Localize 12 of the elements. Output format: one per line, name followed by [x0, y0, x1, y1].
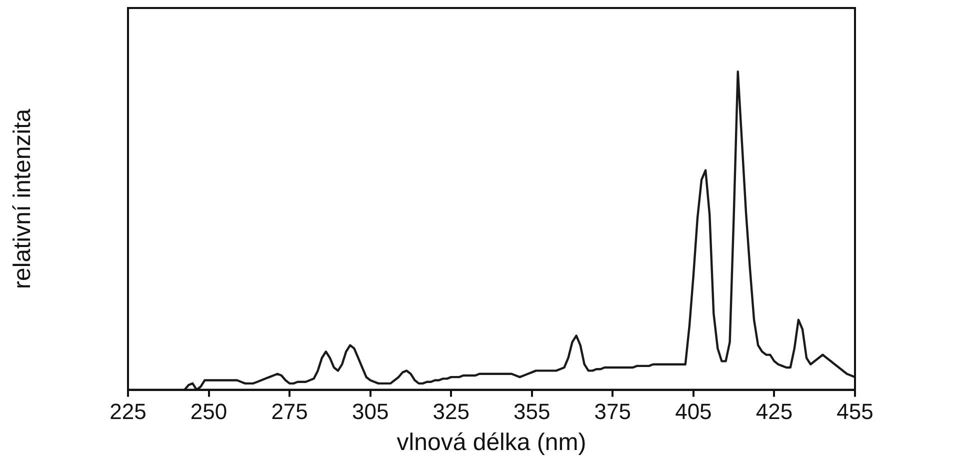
- x-axis-title: vlnová délka (nm): [396, 429, 586, 456]
- x-tick-label: 250: [190, 399, 228, 424]
- x-tick-label: 405: [675, 399, 712, 424]
- x-tick-label: 425: [756, 399, 793, 424]
- x-tick-label: 325: [432, 399, 470, 424]
- y-axis-title: relativní intenzita: [9, 108, 36, 289]
- x-tick-label: 355: [514, 399, 550, 424]
- x-tick-label: 305: [352, 399, 389, 424]
- x-tick-label: 225: [110, 399, 146, 424]
- x-tick-label: 375: [594, 399, 632, 424]
- x-tick-label: 275: [271, 399, 308, 424]
- x-tick-label: 455: [836, 399, 874, 424]
